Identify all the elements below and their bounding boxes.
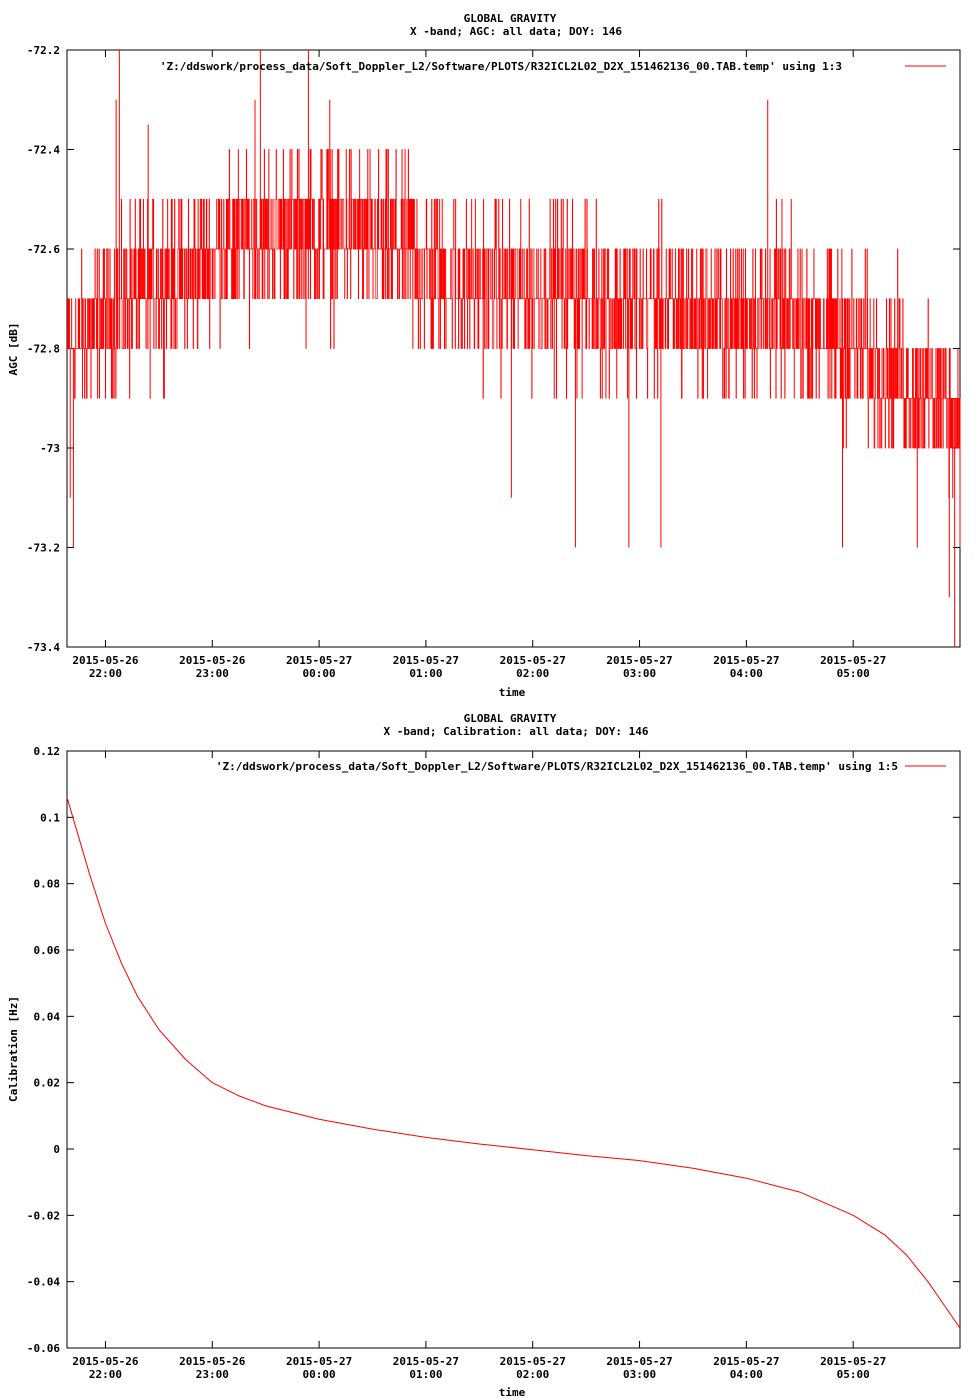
x-tick-date: 2015-05-27 <box>820 654 886 667</box>
y-tick-label: 0.1 <box>40 811 60 824</box>
x-tick-date: 2015-05-27 <box>820 1355 886 1368</box>
agc-legend-label: 'Z:/ddswork/process_data/Soft_Doppler_L2… <box>160 60 842 73</box>
x-tick-time: 23:00 <box>196 667 229 680</box>
y-tick-label: 0.12 <box>34 745 61 758</box>
y-tick-label: -0.06 <box>27 1342 60 1355</box>
x-tick-time: 00:00 <box>303 667 336 680</box>
x-tick-time: 05:00 <box>837 667 870 680</box>
calibration-plot-frame <box>66 750 961 1349</box>
x-tick-date: 2015-05-27 <box>500 654 566 667</box>
y-tick-label: -0.04 <box>27 1276 60 1289</box>
y-tick-label: -73.2 <box>27 542 60 555</box>
x-tick-time: 03:00 <box>623 1368 656 1381</box>
y-tick-label: 0.06 <box>34 944 61 957</box>
x-tick-time: 00:00 <box>303 1368 336 1381</box>
x-tick-date: 2015-05-27 <box>286 1355 352 1368</box>
calibration-plot-area <box>66 797 961 1329</box>
x-tick-time: 22:00 <box>89 1368 122 1381</box>
agc-x-axis-label: time <box>499 686 526 699</box>
y-tick-label: -72.6 <box>27 243 60 256</box>
calibration-chart-subtitle: X -band; Calibration: all data; DOY: 146 <box>384 725 649 738</box>
y-tick-label: -72.8 <box>27 343 60 356</box>
agc-chart: GLOBAL GRAVITY X -band; AGC: all data; D… <box>7 12 961 699</box>
x-tick-time: 04:00 <box>730 667 763 680</box>
calibration-legend-label: 'Z:/ddswork/process_data/Soft_Doppler_L2… <box>216 760 898 773</box>
calibration-chart: GLOBAL GRAVITY X -band; Calibration: all… <box>7 712 961 1399</box>
x-tick-time: 03:00 <box>623 667 656 680</box>
x-tick-time: 02:00 <box>516 667 549 680</box>
calibration-y-axis-label: Calibration [Hz] <box>7 996 20 1102</box>
x-tick-date: 2015-05-26 <box>179 654 246 667</box>
x-tick-date: 2015-05-26 <box>179 1355 246 1368</box>
y-tick-label: -72.4 <box>27 144 60 157</box>
agc-series-line <box>67 149 961 499</box>
y-tick-label: -0.02 <box>27 1209 60 1222</box>
x-tick-time: 23:00 <box>196 1368 229 1381</box>
x-tick-time: 02:00 <box>516 1368 549 1381</box>
x-tick-time: 01:00 <box>409 1368 442 1381</box>
agc-y-axis-label: AGC [dB] <box>7 323 20 376</box>
agc-plot-area <box>67 50 961 647</box>
x-tick-time: 22:00 <box>89 667 122 680</box>
x-tick-time: 01:00 <box>409 667 442 680</box>
y-tick-label: 0 <box>53 1143 60 1156</box>
x-tick-date: 2015-05-27 <box>606 654 672 667</box>
calibration-x-axis: 2015-05-2622:002015-05-2623:002015-05-27… <box>72 751 886 1381</box>
agc-chart-subtitle: X -band; AGC: all data; DOY: 146 <box>410 25 622 38</box>
agc-y-axis: -72.2 -72.4 -72.6 -72.8 -73 -73.2 -73.4 <box>27 44 960 654</box>
y-tick-label: -72.2 <box>27 44 60 57</box>
y-tick-label: 0.08 <box>34 878 61 891</box>
x-tick-date: 2015-05-27 <box>713 654 779 667</box>
y-tick-label: 0.02 <box>34 1077 61 1090</box>
y-tick-label: -73 <box>40 442 60 455</box>
x-tick-date: 2015-05-27 <box>713 1355 779 1368</box>
y-tick-label: 0.04 <box>34 1010 61 1023</box>
calibration-chart-title: GLOBAL GRAVITY <box>464 712 557 725</box>
x-tick-date: 2015-05-27 <box>393 654 459 667</box>
x-tick-time: 05:00 <box>837 1368 870 1381</box>
calibration-y-axis: 0.12 0.1 0.08 0.06 0.04 0.02 0 -0.02 -0.04 -0.06 <box>27 745 960 1355</box>
y-tick-label: -73.4 <box>27 641 60 654</box>
x-tick-date: 2015-05-26 <box>72 654 139 667</box>
x-tick-date: 2015-05-27 <box>286 654 352 667</box>
x-tick-date: 2015-05-27 <box>606 1355 672 1368</box>
x-tick-date: 2015-05-27 <box>500 1355 566 1368</box>
x-tick-date: 2015-05-27 <box>393 1355 459 1368</box>
agc-chart-title: GLOBAL GRAVITY <box>464 12 557 25</box>
x-tick-time: 04:00 <box>730 1368 763 1381</box>
x-tick-date: 2015-05-26 <box>72 1355 139 1368</box>
agc-x-axis: 2015-05-2622:002015-05-2623:002015-05-27… <box>72 50 886 680</box>
calibration-series-line <box>66 797 961 1329</box>
calibration-x-axis-label: time <box>499 1386 526 1399</box>
